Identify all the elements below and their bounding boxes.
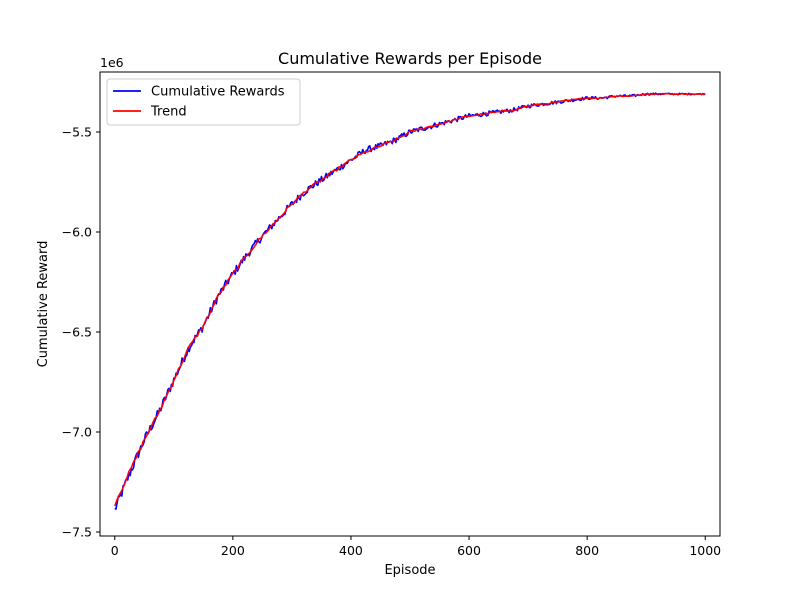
legend-label: Trend <box>150 105 187 120</box>
y-axis: −7.5 −7.0 −6.5 −6.0 −5.5 <box>62 125 100 540</box>
legend-box <box>106 78 301 126</box>
y-tick-label: −7.5 <box>62 525 92 540</box>
x-tick-label: 800 <box>575 543 599 558</box>
y-offset-label: 1e6 <box>100 55 124 70</box>
legend-label: Cumulative Rewards <box>151 85 285 100</box>
series-layer <box>114 92 706 510</box>
y-tick-label: −6.0 <box>62 225 92 240</box>
chart-title: Cumulative Rewards per Episode <box>278 49 542 68</box>
x-tick-label: 400 <box>339 543 363 558</box>
x-tick-label: 200 <box>221 543 245 558</box>
x-tick-label: 600 <box>457 543 481 558</box>
x-axis: 0 200 400 600 800 1000 <box>111 536 721 558</box>
x-tick-label: 1000 <box>689 543 721 558</box>
x-tick-label: 0 <box>111 543 119 558</box>
legend: Cumulative Rewards Trend <box>106 78 301 126</box>
series-line-trend <box>114 92 706 507</box>
y-tick-label: −6.5 <box>62 325 92 340</box>
y-tick-label: −7.0 <box>62 425 92 440</box>
y-tick-label: −5.5 <box>62 125 92 140</box>
plot-frame <box>99 71 721 537</box>
series-line-cumulative-rewards <box>114 92 706 510</box>
y-axis-label: Cumulative Reward <box>36 241 51 368</box>
x-axis-label: Episode <box>384 563 435 578</box>
